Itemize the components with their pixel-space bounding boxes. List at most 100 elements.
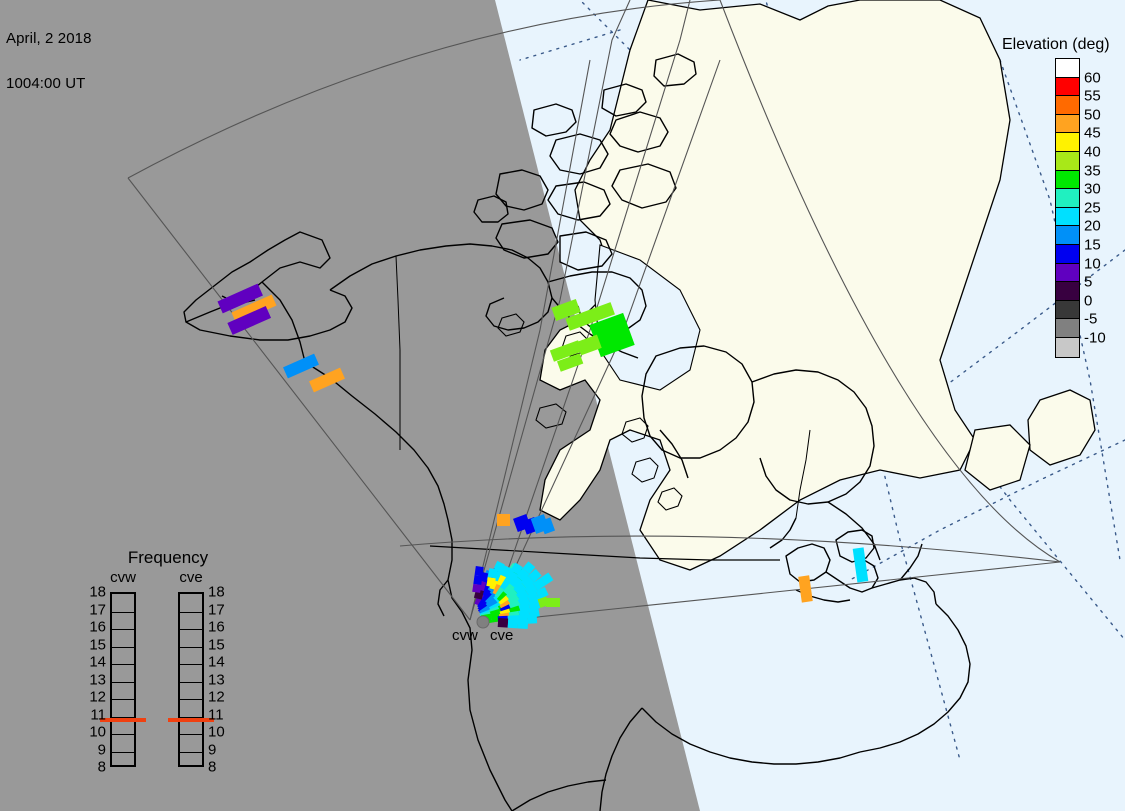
elevation-color-cell-9 xyxy=(1056,226,1079,245)
frequency-tick-cve-15: 15 xyxy=(208,636,225,653)
frequency-tick-cve-12: 12 xyxy=(208,688,225,706)
station-label-cvw: cvw xyxy=(452,627,478,644)
cluster-great-lakes xyxy=(798,547,869,603)
frequency-tick-cvw-10: 10 xyxy=(89,723,106,741)
elevation-color-cell-1 xyxy=(1056,77,1079,97)
elevation-colorbar xyxy=(1055,58,1080,358)
station-label-cve: cve xyxy=(490,627,514,644)
radar-backscatter-cells xyxy=(217,283,869,630)
frequency-scale-cvw xyxy=(110,592,136,767)
cluster-alaska xyxy=(217,283,345,393)
frequency-gridline-cvw-13 xyxy=(112,681,134,683)
elevation-tick-30: 30 xyxy=(1084,180,1101,198)
frequency-tick-cve-14: 14 xyxy=(208,653,225,671)
frequency-gridline-cve-16 xyxy=(180,629,202,630)
frequency-tick-cve-11: 11 xyxy=(208,706,224,723)
elevation-tick-10: 10 xyxy=(1084,255,1101,273)
elevation-tick-5: 5 xyxy=(1084,273,1093,291)
frequency-gridline-cve-15 xyxy=(180,646,202,648)
frequency-gridline-cvw-17 xyxy=(112,611,134,613)
elevation-tick-40: 40 xyxy=(1084,143,1101,161)
elevation-tick-50: 50 xyxy=(1084,106,1101,124)
elevation-color-cell-2 xyxy=(1056,96,1079,115)
frequency-gridline-cve-14 xyxy=(180,664,202,665)
elevation-color-cell-4 xyxy=(1056,133,1079,152)
frequency-gridline-cvw-11 xyxy=(112,716,134,718)
frequency-tick-cvw-11: 11 xyxy=(90,706,106,723)
frequency-gridline-cvw-10 xyxy=(112,734,134,735)
frequency-scale-cve xyxy=(178,592,204,767)
frequency-tick-cvw-8: 8 xyxy=(97,758,106,776)
frequency-tick-cvw-9: 9 xyxy=(97,741,106,758)
frequency-legend-title: Frequency xyxy=(127,548,209,567)
frequency-column-label-cvw: cvw xyxy=(110,569,136,586)
frequency-gridline-cvw-14 xyxy=(112,664,134,665)
elevation-color-cell-15 xyxy=(1056,337,1079,357)
frequency-tick-cvw-18: 18 xyxy=(89,583,106,601)
elevation-tick-0: 0 xyxy=(1084,292,1093,310)
frequency-marker-cve xyxy=(168,717,214,722)
frequency-tick-cvw-14: 14 xyxy=(89,653,106,671)
radar-station-dot xyxy=(476,615,490,629)
frequency-tick-cvw-17: 17 xyxy=(89,601,106,618)
frequency-tick-cvw-13: 13 xyxy=(89,671,106,688)
landmass-eastern-island xyxy=(964,424,1031,491)
frequency-legend: Frequency cvw 18 17 16 15 14 13 12 11 10 9 8 cve 18 17… xyxy=(88,548,248,779)
elevation-color-cell-14 xyxy=(1056,319,1079,338)
cluster-british-columbia xyxy=(497,514,556,535)
frequency-gridline-cve-11 xyxy=(180,716,202,718)
frequency-gridline-cvw-12 xyxy=(112,699,134,700)
frequency-gridline-cve-10 xyxy=(180,734,202,735)
elevation-tick--5: -5 xyxy=(1084,310,1098,328)
elevation-color-cell-0 xyxy=(1056,59,1079,78)
frequency-gridline-cvw-16 xyxy=(112,629,134,630)
landmass-iceland xyxy=(1027,389,1096,466)
elevation-legend-title: Elevation (deg) xyxy=(1002,36,1110,53)
coastlines-north-america xyxy=(183,53,971,811)
frequency-gridline-cve-9 xyxy=(180,751,202,753)
radar-field-of-view-boundaries xyxy=(127,0,1061,623)
elevation-tick-35: 35 xyxy=(1084,162,1101,180)
timestamp-label: April, 2 2018 1004:00 UT xyxy=(6,1,92,121)
frequency-gridline-cve-12 xyxy=(180,699,202,700)
frequency-tick-cve-13: 13 xyxy=(208,671,225,688)
elevation-tick-45: 45 xyxy=(1084,124,1101,142)
elevation-legend: Elevation (deg) 60 55 50 45 40 35 30 25 20 15 10 5 0… xyxy=(998,36,1110,358)
elevation-color-cell-7 xyxy=(1056,189,1079,208)
timestamp-date: April, 2 2018 xyxy=(6,30,92,47)
frequency-tick-cve-16: 16 xyxy=(208,618,225,636)
frequency-columns: cvw 18 17 16 15 14 13 12 11 10 9 8 cve 18 17 16 15 14 13 12… xyxy=(88,569,248,779)
cluster-nunavut xyxy=(549,298,635,372)
elevation-tick-20: 20 xyxy=(1084,217,1101,235)
timestamp-time: 1004:00 UT xyxy=(6,75,86,92)
frequency-tick-cvw-12: 12 xyxy=(89,688,106,706)
frequency-tick-cve-18: 18 xyxy=(208,583,225,601)
elevation-tick-60: 60 xyxy=(1084,69,1101,87)
elevation-tick-15: 15 xyxy=(1084,236,1101,254)
elevation-color-cell-5 xyxy=(1056,151,1079,171)
frequency-tick-cve-10: 10 xyxy=(208,723,225,741)
elevation-color-cell-11 xyxy=(1056,263,1079,283)
elevation-tick-25: 25 xyxy=(1084,199,1101,217)
frequency-gridline-cve-13 xyxy=(180,681,202,683)
frequency-tick-cve-9: 9 xyxy=(208,741,217,758)
elevation-color-cell-13 xyxy=(1056,300,1079,320)
frequency-tick-cvw-15: 15 xyxy=(89,636,106,653)
elevation-color-cell-3 xyxy=(1056,114,1079,134)
frequency-gridline-cvw-15 xyxy=(112,646,134,648)
frequency-tick-cvw-16: 16 xyxy=(89,618,106,636)
frequency-tick-cve-8: 8 xyxy=(208,758,217,776)
elevation-colorbar-wrapper: 60 55 50 45 40 35 30 25 20 15 10 5 0 -5 -10 xyxy=(1055,58,1110,358)
elevation-tick-55: 55 xyxy=(1084,87,1101,105)
elevation-color-cell-6 xyxy=(1056,170,1079,190)
frequency-tick-cve-17: 17 xyxy=(208,601,225,618)
cluster-main-fan-cve xyxy=(486,561,560,630)
elevation-color-cell-10 xyxy=(1056,244,1079,264)
frequency-gridline-cve-17 xyxy=(180,611,202,613)
elevation-tick--10: -10 xyxy=(1084,329,1106,347)
frequency-gridline-cvw-9 xyxy=(112,751,134,753)
elevation-color-cell-8 xyxy=(1056,207,1079,227)
elevation-color-cell-12 xyxy=(1056,282,1079,301)
